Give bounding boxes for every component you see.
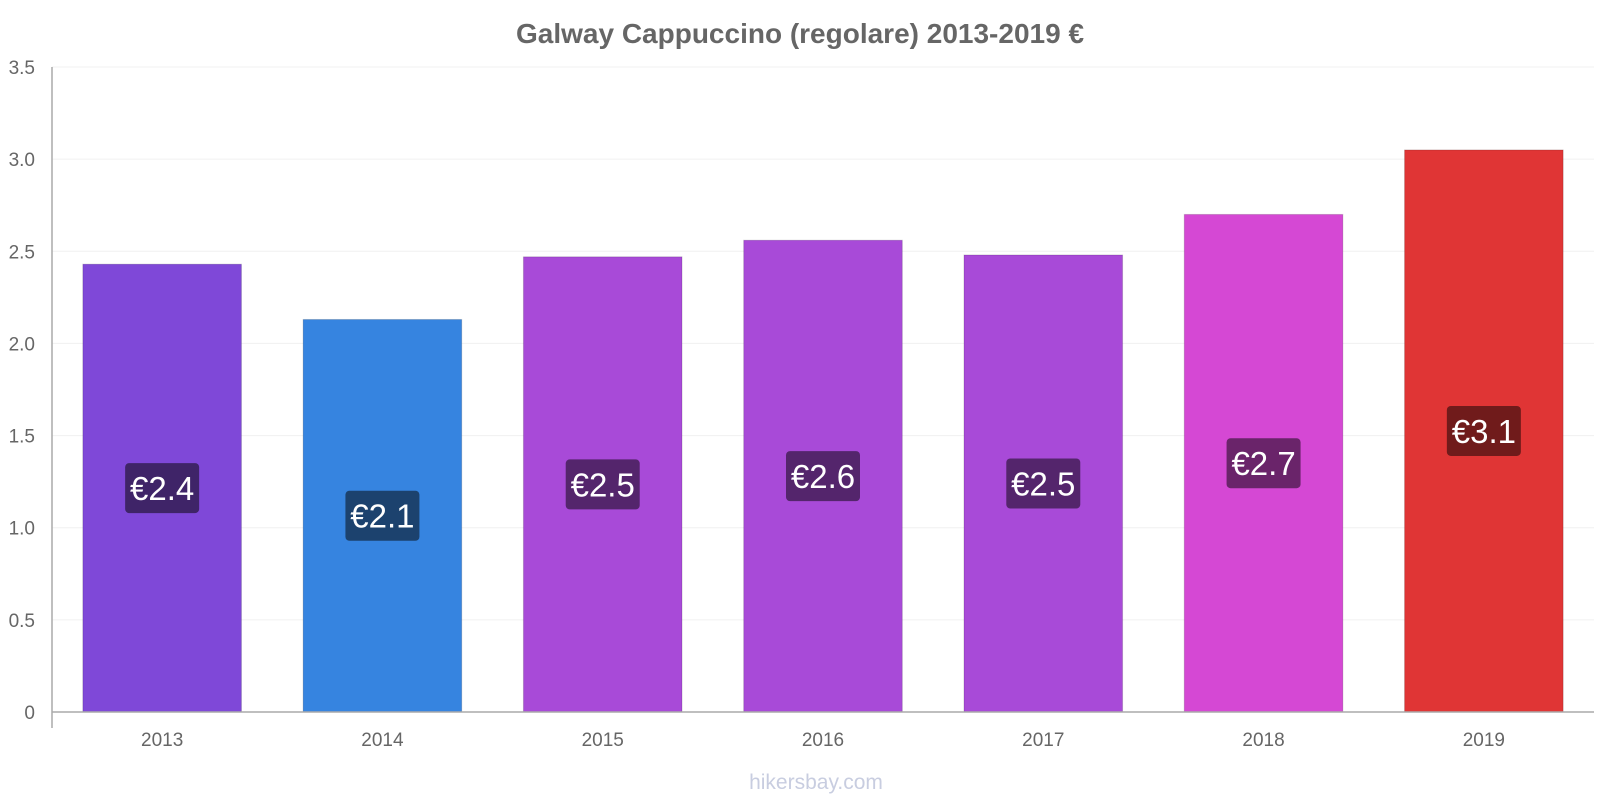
data-label: €2.5 bbox=[1011, 465, 1075, 502]
data-label: €2.7 bbox=[1231, 445, 1295, 482]
y-tick-label: 0.5 bbox=[9, 611, 35, 632]
chart-title: Galway Cappuccino (regolare) 2013-2019 € bbox=[516, 18, 1084, 49]
data-label-box bbox=[565, 459, 640, 510]
bars bbox=[82, 149, 1564, 713]
x-axis-ticks: 2013 2014 2015 2016 2017 2018 2019 bbox=[141, 730, 1505, 751]
data-label-box bbox=[1006, 458, 1081, 509]
y-tick-label: 2.5 bbox=[9, 242, 35, 263]
x-tick-label: 2018 bbox=[1242, 730, 1284, 751]
y-tick-label: 1.5 bbox=[9, 427, 35, 448]
data-label-box bbox=[1446, 405, 1521, 456]
y-tick-label: 3.0 bbox=[9, 150, 35, 171]
y-tick-label: 0 bbox=[24, 703, 35, 724]
data-label: €2.4 bbox=[130, 470, 194, 507]
y-axis-ticks: 0 0.5 1.0 1.5 2.0 2.5 3.0 3.5 bbox=[9, 58, 35, 724]
data-label: €3.1 bbox=[1452, 413, 1516, 450]
data-label: €2.6 bbox=[791, 458, 855, 495]
credit-watermark: hikersbay.com bbox=[749, 771, 883, 794]
y-tick-label: 3.5 bbox=[9, 58, 35, 79]
data-labels: €2.4 €2.1 €2.5 €2.6 €2.5 €2.7 €3.1 bbox=[125, 405, 1521, 541]
x-tick-label: 2014 bbox=[361, 730, 404, 751]
data-label-box bbox=[786, 451, 860, 502]
axes bbox=[51, 67, 1594, 728]
x-tick-label: 2015 bbox=[582, 730, 624, 751]
x-tick-label: 2013 bbox=[141, 730, 183, 751]
y-tick-label: 2.0 bbox=[9, 334, 35, 355]
data-label-box bbox=[345, 490, 420, 541]
x-tick-label: 2016 bbox=[802, 730, 844, 751]
y-tick-label: 1.0 bbox=[9, 519, 35, 540]
x-tick-label: 2019 bbox=[1463, 730, 1505, 751]
data-label: €2.1 bbox=[350, 498, 414, 535]
x-tick-label: 2017 bbox=[1022, 730, 1064, 751]
data-label: €2.5 bbox=[571, 466, 635, 503]
data-label-box bbox=[125, 463, 200, 514]
data-label-box bbox=[1226, 438, 1301, 489]
